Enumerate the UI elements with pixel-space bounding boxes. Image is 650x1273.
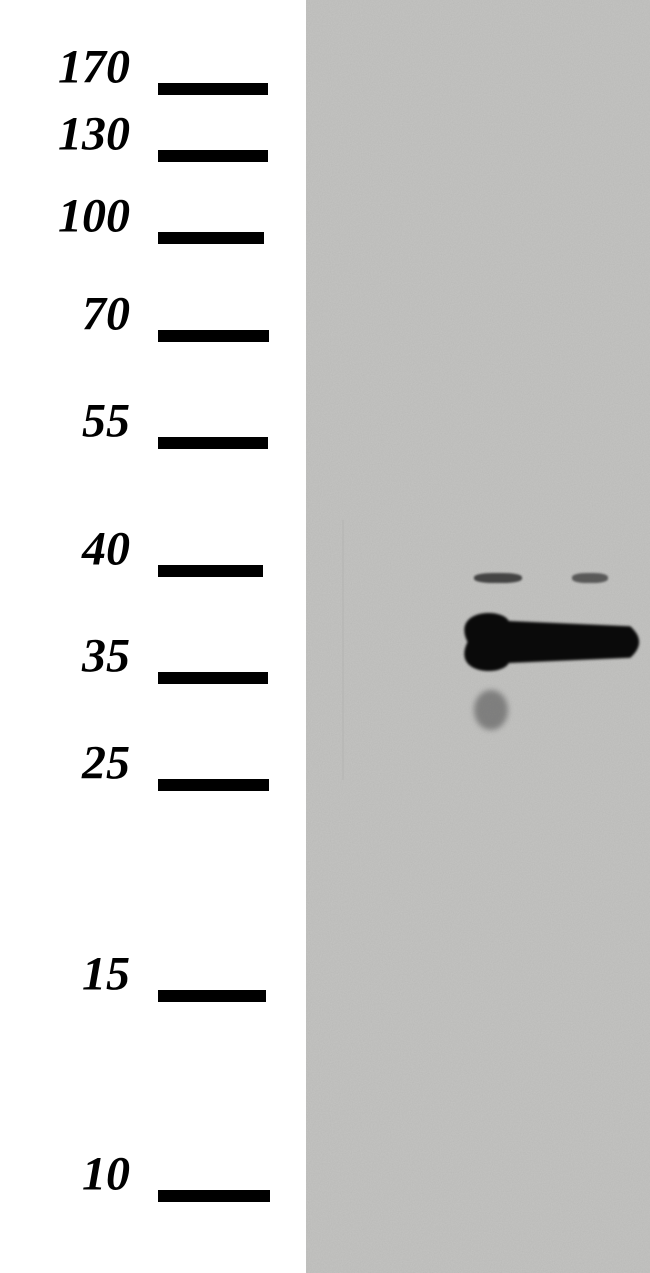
mw-tick-35 (158, 672, 268, 684)
minor-band-40kda-left (474, 573, 522, 583)
mw-tick-170 (158, 83, 268, 95)
mw-tick-70 (158, 330, 269, 342)
mw-tick-130 (158, 150, 268, 162)
main-band-37kda (456, 607, 650, 681)
mw-tick-55 (158, 437, 268, 449)
smudge-below-main (474, 690, 508, 730)
mw-tick-40 (158, 565, 263, 577)
ladder-row-40: 40 (0, 576, 263, 577)
mw-label-55: 55 (0, 394, 130, 449)
mw-label-130: 130 (0, 107, 130, 162)
ladder-row-25: 25 (0, 790, 269, 791)
mw-label-100: 100 (0, 189, 130, 244)
mw-tick-15 (158, 990, 266, 1002)
mw-label-40: 40 (0, 522, 130, 577)
blot-panel (306, 0, 650, 1273)
mw-tick-25 (158, 779, 269, 791)
ladder-row-35: 35 (0, 683, 268, 684)
mw-label-15: 15 (0, 947, 130, 1002)
ladder-row-100: 100 (0, 243, 264, 244)
mw-tick-100 (158, 232, 264, 244)
mw-tick-10 (158, 1190, 270, 1202)
ladder-row-15: 15 (0, 1001, 266, 1002)
ladder-row-70: 70 (0, 341, 269, 342)
minor-band-40kda-right (572, 573, 608, 583)
mw-label-170: 170 (0, 40, 130, 95)
membrane-scuff (342, 520, 344, 780)
main-band-shape (464, 613, 639, 671)
mw-label-10: 10 (0, 1147, 130, 1202)
ladder-row-55: 55 (0, 448, 268, 449)
ladder-row-170: 170 (0, 94, 268, 95)
ladder-row-130: 130 (0, 161, 268, 162)
mw-label-25: 25 (0, 736, 130, 791)
ladder-row-10: 10 (0, 1201, 270, 1202)
figure-root: 170 130 100 70 55 40 35 25 15 10 (0, 0, 650, 1273)
mw-label-35: 35 (0, 629, 130, 684)
mw-label-70: 70 (0, 287, 130, 342)
